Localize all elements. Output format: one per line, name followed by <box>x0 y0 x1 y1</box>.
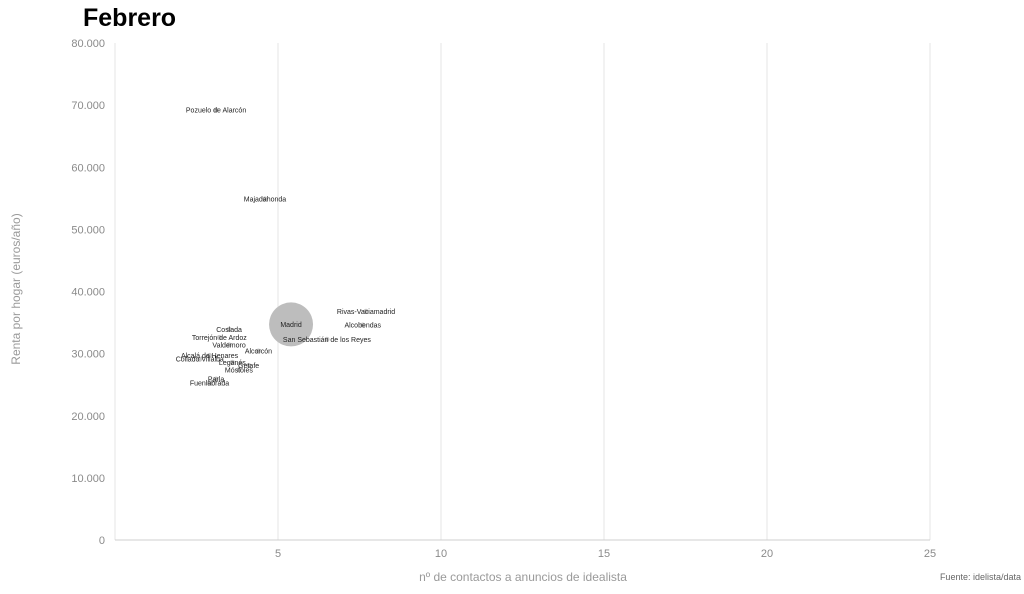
y-tick-label: 30.000 <box>71 349 105 361</box>
source-note: Fuente: idelista/data <box>940 572 1021 582</box>
data-label: Leganés <box>219 360 246 367</box>
x-tick-label: 10 <box>435 548 447 560</box>
data-label: Torrejón de Ardoz <box>192 335 247 342</box>
chart-title: Febrero <box>83 4 177 32</box>
grid-lines <box>277 43 931 540</box>
data-point <box>216 334 222 341</box>
data-point <box>213 107 219 113</box>
y-tick-label: 70.000 <box>71 100 105 112</box>
axes: 5 10 15 20 25 0 10.000 20.000 30.000 40.000 50.000… <box>71 38 936 560</box>
x-axis-label: nº de contactos a anuncios de idealista <box>419 570 627 584</box>
data-label: Alcalá de Henares <box>181 353 239 360</box>
x-tick-label: 5 <box>275 548 281 560</box>
point-labels: Pozuelo de Alarcón Majadahonda Madrid Rivas… <box>176 108 396 388</box>
data-label: Madrid <box>280 322 302 329</box>
data-point <box>324 336 330 342</box>
data-point <box>262 196 268 202</box>
y-tick-label: 60.000 <box>71 162 105 174</box>
data-label: Getafe <box>238 363 259 370</box>
data-point <box>226 342 232 348</box>
data-label: Fuenlabrada <box>190 380 229 387</box>
y-tick-label: 80.000 <box>71 38 105 50</box>
data-point <box>226 326 232 332</box>
data-label: Collado Villalba <box>176 357 224 364</box>
data-label: Pozuelo de Alarcón <box>186 108 246 115</box>
y-tick-label: 10.000 <box>71 473 105 485</box>
data-point <box>236 367 242 373</box>
data-label: Coslada <box>216 327 242 334</box>
data-label: Alcorcón <box>245 349 272 356</box>
data-point <box>206 380 213 386</box>
data-point <box>360 322 366 328</box>
data-label: Parla <box>208 377 224 384</box>
data-points <box>197 107 369 386</box>
data-point <box>269 302 314 347</box>
y-tick-label: 0 <box>99 535 105 547</box>
data-point <box>197 356 203 362</box>
data-label: Alcobendas <box>344 323 381 330</box>
data-point <box>246 362 252 369</box>
data-label: Majadahonda <box>244 196 287 203</box>
data-label: San Sebastián de los Reyes <box>283 337 371 344</box>
data-label: Valdemoro <box>212 342 245 349</box>
data-point <box>206 352 213 359</box>
x-tick-label: 15 <box>598 548 610 560</box>
y-axis-label: Renta por hogar (euros/año) <box>9 213 23 364</box>
y-tick-label: 40.000 <box>71 287 105 299</box>
data-label: Móstoles <box>225 367 254 374</box>
data-point <box>229 359 235 365</box>
data-point <box>255 348 262 354</box>
x-tick-label: 25 <box>924 548 936 560</box>
data-label: Rivas-Vaciamadrid <box>337 309 395 316</box>
x-tick-label: 20 <box>761 548 773 560</box>
y-tick-label: 20.000 <box>71 411 105 423</box>
data-point <box>363 308 369 314</box>
data-point <box>213 376 219 382</box>
y-tick-label: 50.000 <box>71 224 105 236</box>
